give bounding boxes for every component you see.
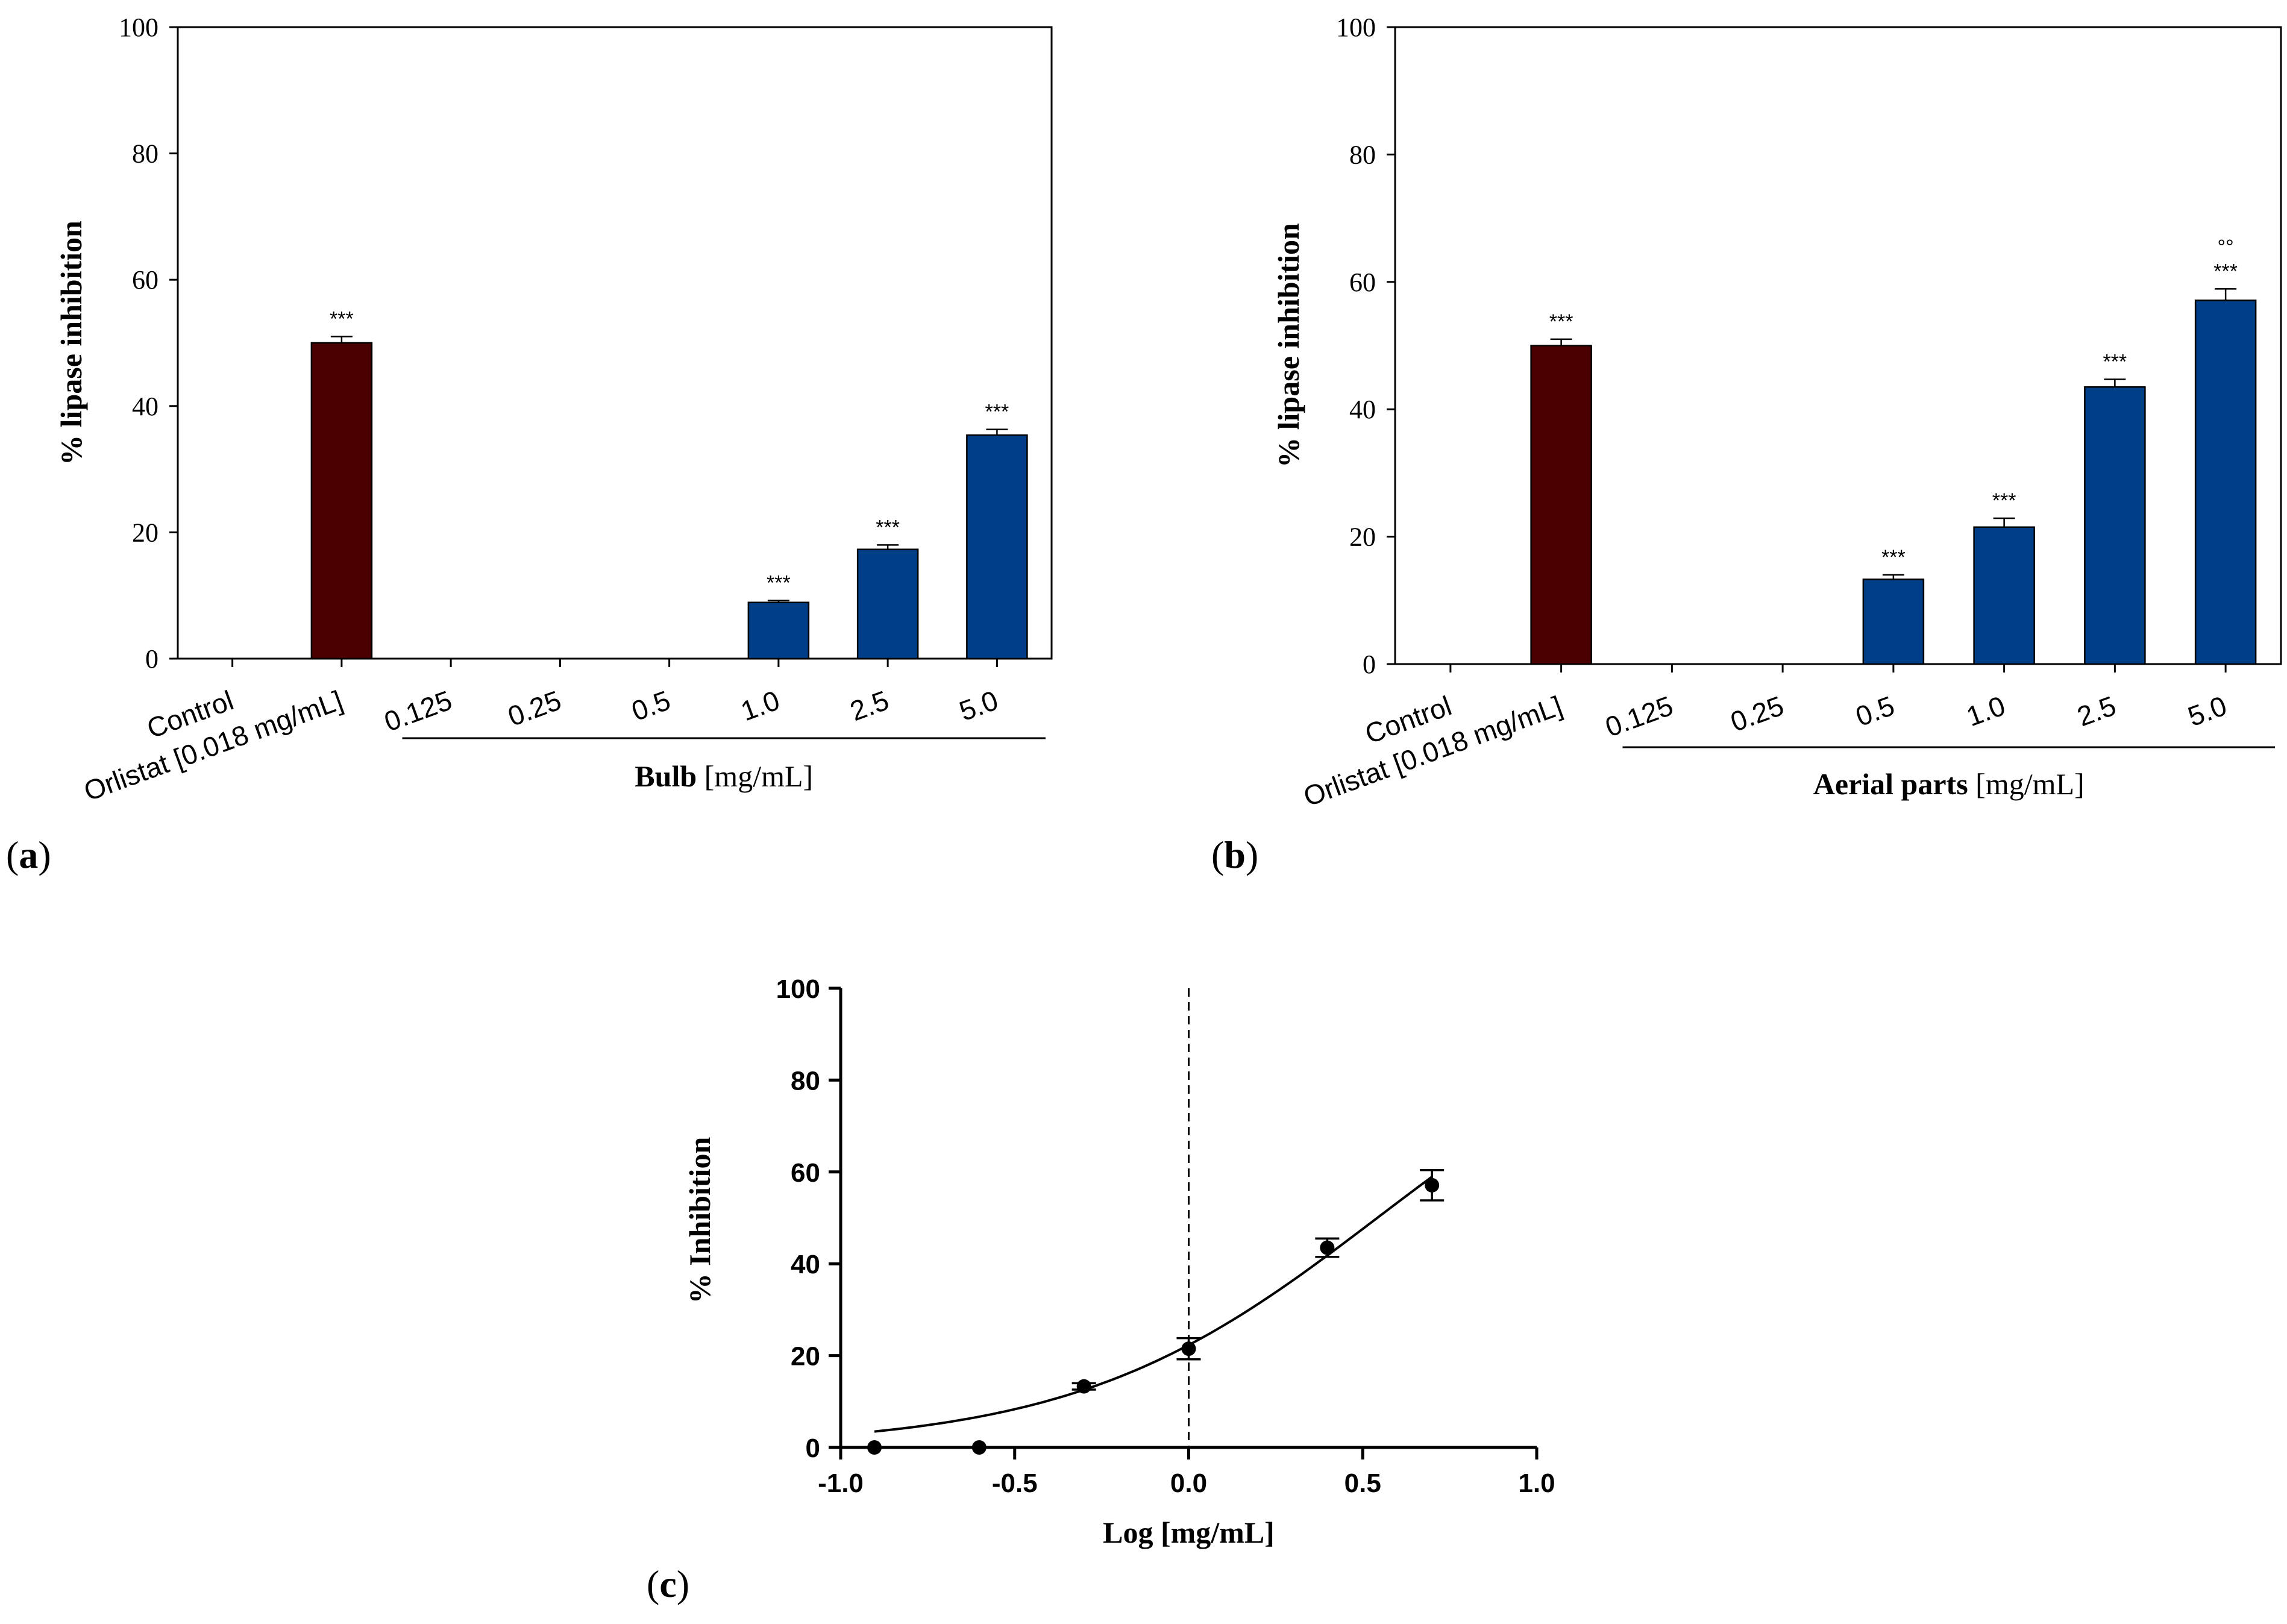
- bar: [1530, 345, 1592, 665]
- plot-frame: [177, 26, 1053, 660]
- y-tick-label: 80: [132, 139, 158, 169]
- panel-c-dose-response-chart: 0 20 40 60 80 100 -1.0 -0.5 0.0 0.5 1.0 % Inhibitio…: [683, 974, 1555, 1549]
- significance-label: ***: [876, 516, 900, 539]
- y-axis-label: % lipase inhibition: [54, 221, 88, 465]
- group-label: Aerial parts [mg/mL]: [1813, 767, 2085, 801]
- bar: [1973, 526, 2035, 665]
- y-tick-label: 60: [791, 1158, 820, 1188]
- data-point: [867, 1440, 882, 1455]
- group-label-unit: [mg/mL]: [1968, 767, 2085, 801]
- x-tick-label: 5.0: [2184, 690, 2231, 733]
- panel-label-a: (a): [6, 833, 51, 876]
- plot-frame: [1394, 26, 2282, 665]
- y-tick-label: 100: [119, 13, 158, 42]
- y-tick-label: 80: [1349, 140, 1376, 169]
- group-label: Bulb [mg/mL]: [635, 759, 813, 793]
- x-tick-label: 0.25: [1727, 690, 1788, 738]
- x-tick-label: 0.25: [504, 685, 565, 732]
- significance-label: ***: [767, 572, 791, 595]
- x-tick-label: 5.0: [955, 685, 1002, 727]
- y-tick-label: 0: [1363, 650, 1376, 679]
- significance-label: ***: [1549, 310, 1573, 333]
- y-tick-label: 40: [1349, 395, 1376, 424]
- x-tick-label: 0.5: [627, 685, 674, 727]
- significance-label: ***: [2103, 351, 2127, 374]
- y-tick-label: 20: [132, 518, 158, 547]
- x-tick-label: 0.0: [1170, 1469, 1207, 1498]
- bar: [310, 342, 373, 660]
- bar: [2194, 299, 2257, 665]
- bar: [1862, 578, 1925, 665]
- bar: [747, 601, 810, 660]
- y-axis-label: % Inhibition: [683, 1137, 717, 1304]
- x-tick-label: 1.0: [736, 685, 783, 727]
- significance-label: ***: [330, 308, 354, 331]
- data-point: [1320, 1240, 1335, 1255]
- x-tick-label: 1.0: [1962, 690, 2009, 733]
- y-tick-label: 20: [1349, 522, 1376, 552]
- significance-label-secondary: °°: [2218, 236, 2234, 259]
- x-tick-label: 0.125: [1601, 690, 1677, 743]
- x-tick-label: 1.0: [1518, 1469, 1555, 1498]
- x-tick-label: 0.5: [1851, 690, 1898, 733]
- x-tick-label: -0.5: [992, 1469, 1038, 1498]
- bar: [2084, 386, 2146, 665]
- y-tick-label: 100: [1336, 13, 1376, 42]
- x-tick-label: 2.5: [2073, 690, 2120, 733]
- y-tick-label: 100: [776, 974, 820, 1004]
- bar: [856, 548, 919, 660]
- y-tick-label: 0: [806, 1434, 820, 1463]
- x-tick-label: 0.125: [380, 685, 456, 738]
- y-tick-label: 60: [1349, 268, 1376, 297]
- y-tick-label: 40: [791, 1250, 820, 1279]
- group-label-name: Aerial parts: [1813, 767, 1968, 801]
- significance-label: ***: [1992, 489, 2016, 512]
- group-label-name: Bulb: [635, 759, 697, 793]
- y-tick-label: 60: [132, 265, 158, 295]
- bar: [966, 434, 1028, 660]
- x-tick-label: 0.5: [1344, 1469, 1381, 1498]
- y-tick-label: 80: [791, 1066, 820, 1096]
- y-tick-label: 40: [132, 392, 158, 421]
- x-tick-label: -1.0: [818, 1469, 864, 1498]
- x-tick-label: 2.5: [846, 685, 893, 727]
- panel-label-c: (c): [647, 1563, 689, 1605]
- panel-label-b: (b): [1211, 833, 1258, 876]
- significance-label: ***: [1881, 546, 1906, 569]
- y-axis-label: % lipase inhibition: [1272, 223, 1305, 468]
- data-point: [1181, 1341, 1196, 1356]
- y-tick-label: 0: [145, 644, 158, 674]
- data-point: [1425, 1177, 1440, 1193]
- x-axis-label: Log [mg/mL]: [1103, 1516, 1275, 1549]
- fit-curve: [874, 1176, 1433, 1433]
- significance-label: ***: [985, 401, 1009, 424]
- data-point: [1076, 1379, 1091, 1394]
- y-tick-label: 20: [791, 1342, 820, 1372]
- group-label-unit: [mg/mL]: [697, 759, 813, 793]
- significance-label: ***: [2213, 260, 2238, 283]
- data-point: [971, 1440, 987, 1455]
